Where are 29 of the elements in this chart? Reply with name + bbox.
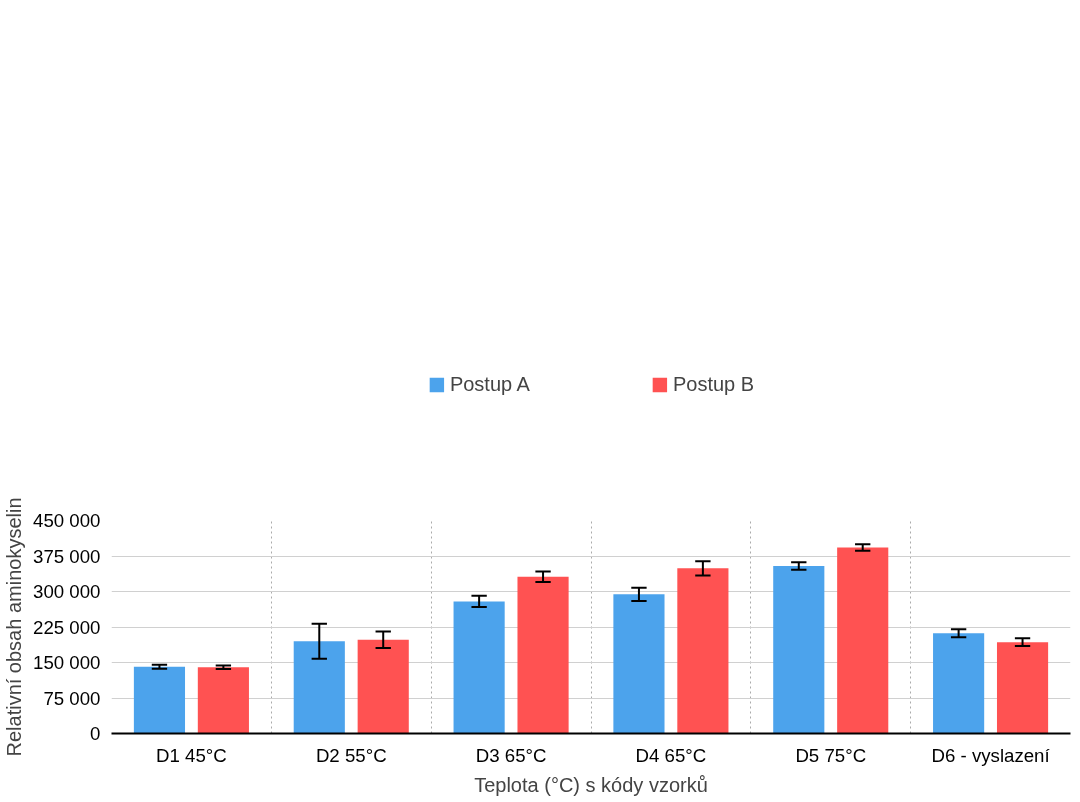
x-tick-label: D6 - vyslazení (931, 744, 1051, 766)
x-tick-label: D5 75°C (795, 744, 867, 766)
bar (197, 667, 249, 734)
y-tick-label: 225 000 (33, 616, 101, 638)
bar (677, 568, 729, 734)
y-tick-label: 450 000 (33, 510, 101, 531)
y-tick-label: 0 (90, 723, 101, 744)
x-tick-label: D2 55°C (315, 744, 387, 766)
x-tick-label: D1 45°C (156, 744, 227, 766)
bar (933, 633, 985, 734)
x-axis-title: Teplota (°C) s kódy vzorků (474, 773, 708, 796)
y-tick-label: 75 000 (43, 687, 101, 709)
bar (837, 547, 889, 734)
y-tick-label: 300 000 (33, 581, 101, 602)
x-tick-label: D4 65°C (635, 744, 707, 766)
bar (133, 666, 186, 734)
bar (453, 601, 505, 734)
legend-label: Postup B (672, 372, 755, 396)
legend-label: Postup A (449, 372, 530, 396)
bar (773, 565, 825, 734)
y-tick-label: 150 000 (33, 652, 101, 673)
x-tick-label: D3 65°C (475, 744, 547, 766)
bar (357, 639, 409, 734)
y-tick-label: 375 000 (33, 545, 101, 567)
bar (517, 576, 569, 734)
bar (996, 642, 1049, 734)
bar (613, 594, 665, 734)
y-axis-title: Relativní obsah aminokyselin (3, 497, 26, 757)
bar (293, 641, 345, 734)
